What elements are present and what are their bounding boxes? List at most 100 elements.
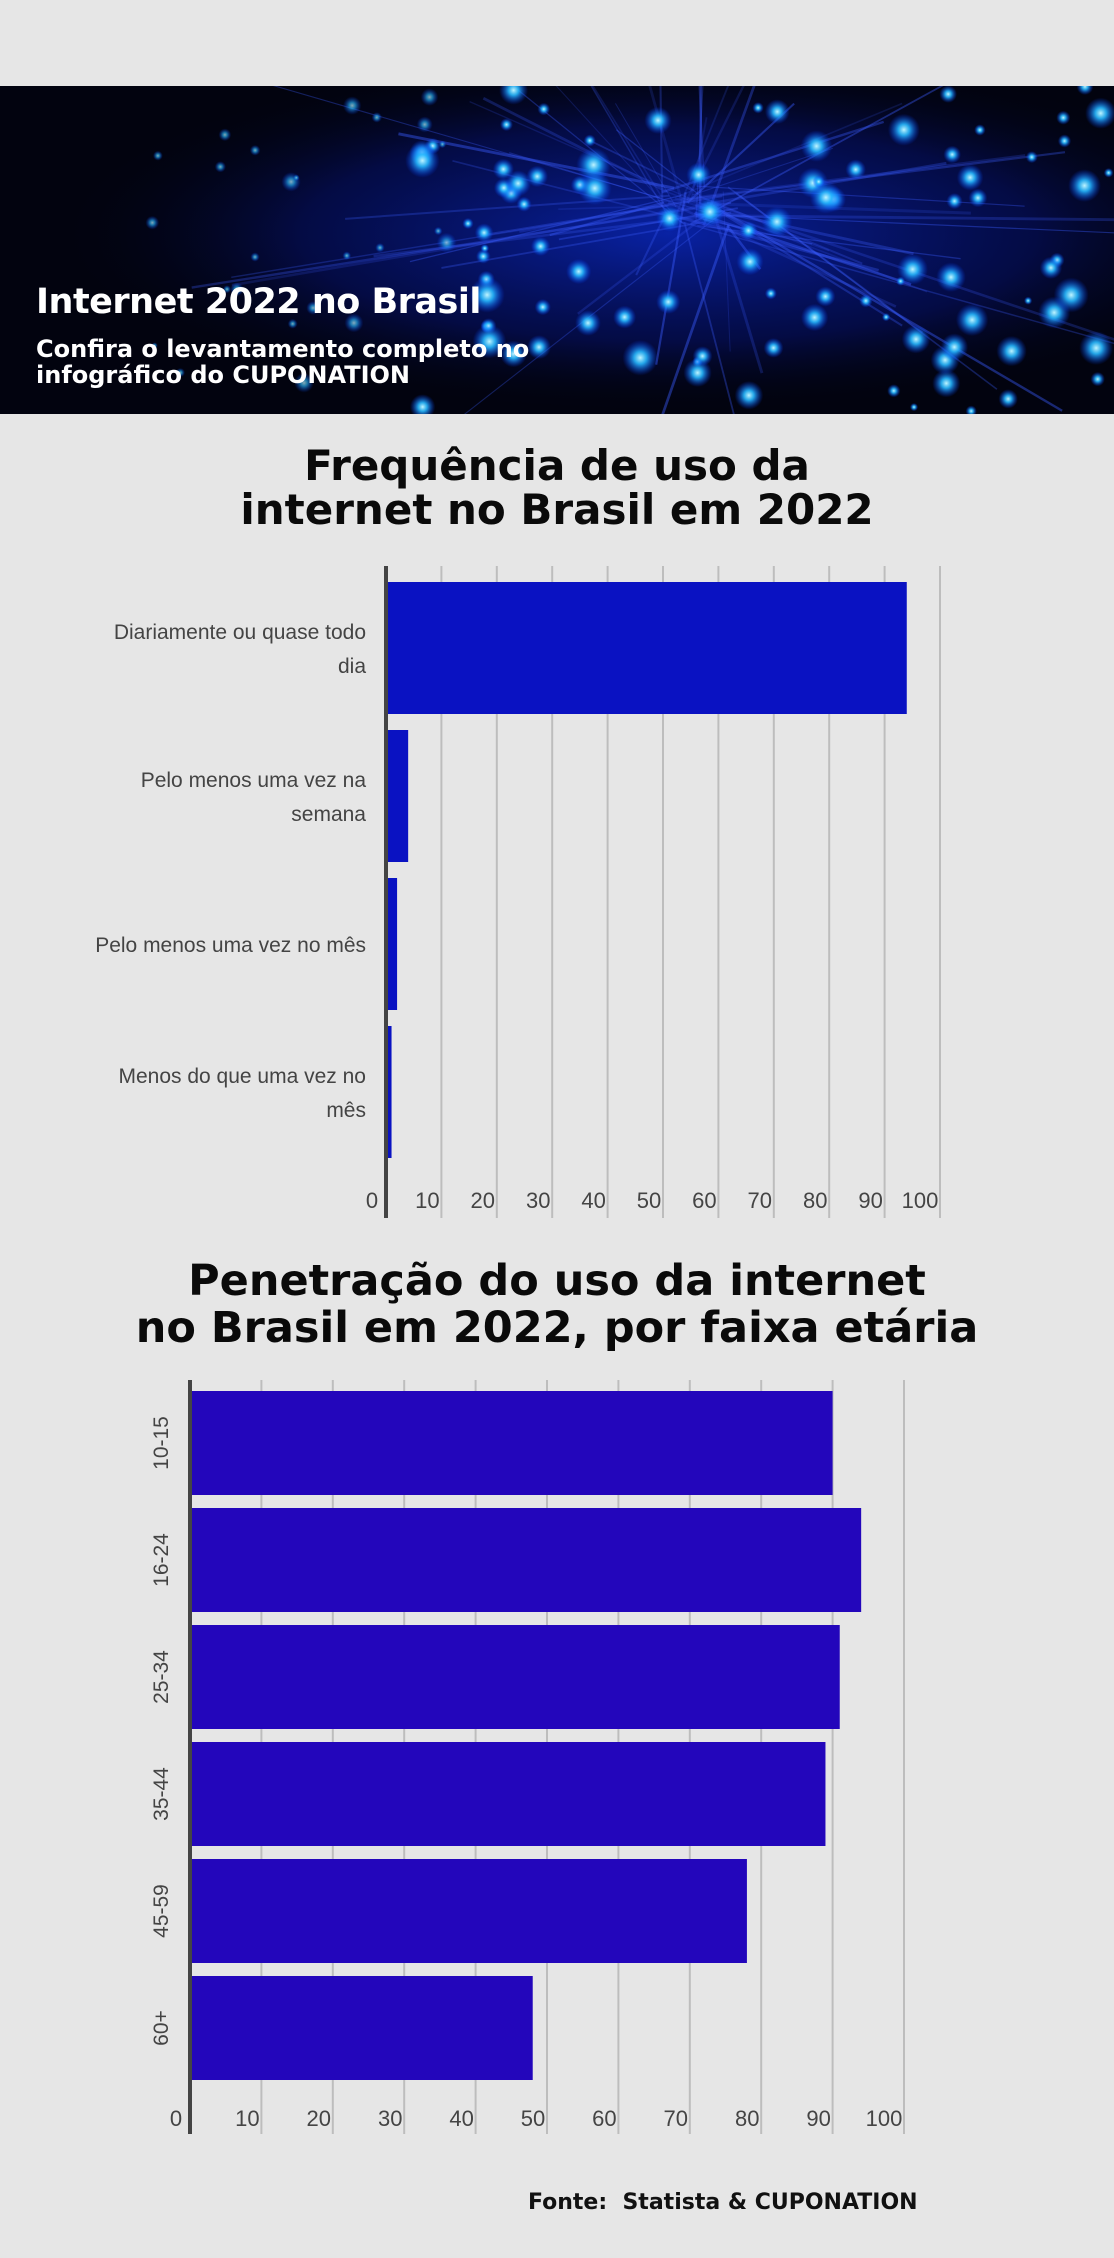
light-dot	[500, 118, 513, 132]
fiber-strand	[712, 204, 1063, 412]
chart-2-title-line-2: no Brasil em 2022, por faixa etária	[135, 1303, 979, 1353]
light-dot	[939, 86, 957, 103]
light-dot	[287, 318, 298, 329]
light-dot	[956, 164, 984, 191]
bar	[190, 1742, 826, 1846]
light-dot	[436, 232, 457, 253]
category-label: semana	[291, 803, 366, 826]
light-dot	[434, 226, 443, 236]
light-dot	[656, 205, 683, 232]
light-dot	[800, 130, 833, 162]
category-label: 10-15	[150, 1416, 173, 1470]
x-tick-label: 0	[170, 2106, 182, 2131]
light-dot	[230, 282, 244, 296]
fiber-strand	[713, 215, 764, 374]
light-dot	[293, 174, 300, 181]
x-tick-label: 10	[415, 1188, 439, 1213]
x-tick-label: 60	[592, 2106, 616, 2131]
light-dot	[516, 196, 532, 212]
category-label: 45-59	[150, 1884, 173, 1938]
chart-1-title-line-1: Frequência de uso da	[304, 441, 810, 490]
light-dot	[469, 277, 505, 313]
light-dot	[812, 175, 825, 188]
light-dot	[734, 381, 764, 410]
fiber-strand	[231, 203, 708, 287]
chart-2-title-line-1: Penetração do uso da internet	[188, 1256, 926, 1306]
light-dot	[968, 188, 988, 208]
fiber-strand	[616, 129, 701, 196]
light-dot	[472, 324, 507, 359]
x-tick-label: 70	[748, 1188, 772, 1213]
fiber-strand	[683, 222, 735, 414]
light-dot	[1103, 168, 1114, 178]
x-tick-label: 10	[235, 2106, 259, 2131]
category-label: 35-44	[150, 1767, 173, 1821]
fiber-strand	[463, 210, 726, 414]
hero-banner: Internet 2022 no Brasil Confira o levant…	[0, 86, 1114, 414]
bar	[190, 1625, 840, 1729]
x-tick-label: 30	[526, 1188, 550, 1213]
light-dot	[1039, 256, 1063, 279]
light-dot	[955, 303, 989, 337]
fiber-strand	[678, 220, 1114, 345]
x-tick-label: 90	[858, 1188, 882, 1213]
x-tick-label: 40	[581, 1188, 605, 1213]
light-dot	[613, 305, 637, 329]
light-dot	[932, 369, 961, 398]
x-tick-label: 100	[902, 1188, 939, 1213]
x-tick-label: 90	[806, 2106, 830, 2131]
fiber-strand	[662, 154, 1026, 203]
light-dot	[249, 145, 261, 156]
light-dot	[694, 196, 726, 227]
chart-1-frequency-bar-chart: 0 10 20 30 40 50 60 70 80 90 100 Diariamente ou qua…	[95, 566, 941, 1218]
category-label: mês	[326, 1099, 366, 1122]
x-tick-label: 30	[378, 2106, 402, 2131]
light-dot	[644, 106, 672, 134]
light-dot	[526, 165, 548, 188]
light-dot	[946, 193, 963, 210]
bar	[190, 1391, 833, 1495]
light-dot	[1079, 331, 1114, 365]
light-dot	[499, 86, 529, 105]
light-dot	[405, 143, 440, 178]
light-dot	[480, 243, 490, 253]
source-caption: Fonte: Statista & CUPONATION	[528, 2190, 918, 2215]
fiber-strand	[549, 201, 665, 237]
light-dot	[175, 368, 185, 378]
light-dot	[761, 206, 793, 237]
fiber-strand	[191, 201, 732, 289]
light-dot	[896, 276, 906, 286]
category-label: 25-34	[150, 1650, 173, 1704]
light-dot	[1085, 97, 1114, 129]
light-dot	[534, 299, 551, 316]
fiber-strand	[452, 159, 673, 218]
light-dot	[736, 248, 764, 276]
light-dot	[151, 342, 158, 349]
fiber-strand	[409, 194, 682, 263]
light-dot	[881, 312, 891, 322]
x-tick-label: 100	[866, 2106, 903, 2131]
light-dot	[371, 112, 382, 123]
light-dot	[622, 340, 659, 376]
bar	[386, 878, 398, 1010]
category-label: 60+	[150, 2010, 173, 2046]
light-dot	[1076, 86, 1094, 95]
light-dot	[530, 236, 551, 256]
light-dot	[1024, 296, 1033, 305]
light-dot	[845, 159, 866, 180]
x-tick-label: 80	[735, 2106, 759, 2131]
light-dot	[1053, 277, 1089, 313]
fiber-strand	[722, 191, 731, 352]
x-tick-label: 20	[307, 2106, 331, 2131]
light-dot	[1025, 151, 1038, 164]
light-dot	[998, 389, 1018, 409]
light-dot	[375, 243, 385, 253]
light-dot	[656, 289, 681, 314]
chart-2-age-penetration-bar-chart: 0 10 20 30 40 50 60 70 80 90 100 10-15 16-24 25-34 35-…	[150, 1380, 905, 2134]
x-tick-label: 80	[803, 1188, 827, 1213]
light-dot	[809, 181, 843, 214]
light-dot	[575, 310, 601, 336]
bar	[190, 1976, 533, 2080]
category-label: Diariamente ou quase todo	[114, 621, 366, 644]
chart-2-title: Penetração do uso da internet no Brasil …	[0, 1258, 1114, 1352]
